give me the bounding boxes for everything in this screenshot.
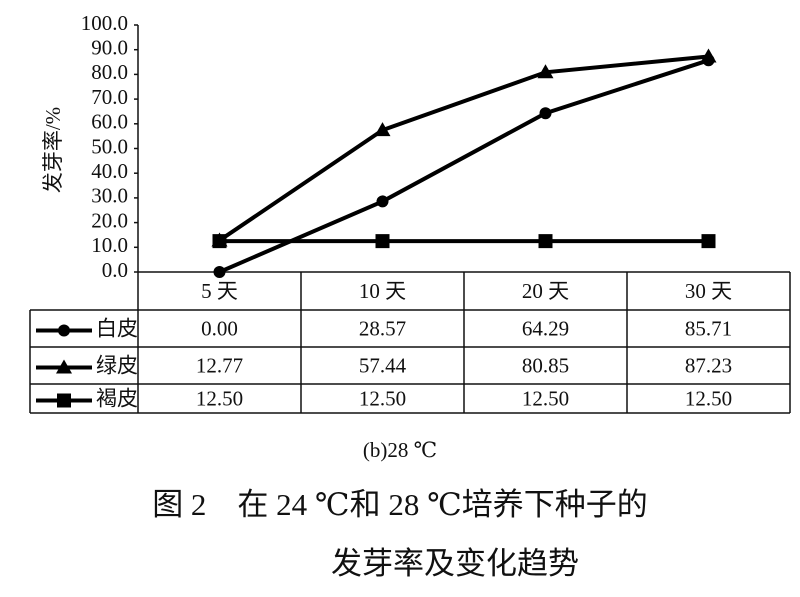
legend-marker (56, 359, 72, 374)
table-cell: 0.00 (201, 316, 238, 340)
table-cell: 57.44 (359, 353, 407, 377)
x-tick-label: 10 天 (359, 279, 406, 303)
x-tick-label: 30 天 (685, 279, 732, 303)
table-cell: 28.57 (359, 316, 406, 340)
caption-line: 图 2 在 24 ℃和 28 ℃培养下种子的 (152, 487, 648, 522)
y-axis-title: 发芽率/% (41, 107, 65, 193)
y-tick-label: 60.0 (91, 110, 128, 134)
y-tick-label: 10.0 (91, 233, 128, 257)
y-tick-label: 70.0 (91, 85, 128, 109)
table-cell: 12.77 (196, 353, 243, 377)
marker (701, 234, 716, 249)
marker (537, 64, 554, 79)
x-tick-label: 5 天 (201, 279, 238, 303)
legend-marker (57, 393, 71, 408)
table-cell: 87.23 (685, 353, 732, 377)
series-line (218, 54, 709, 243)
y-tick-label: 80.0 (91, 60, 128, 84)
y-tick-label: 20.0 (91, 208, 128, 232)
subtitle: (b)28 ℃ (363, 438, 437, 462)
marker (538, 234, 553, 249)
table-cell: 64.29 (522, 316, 569, 340)
legend-label: 褐皮 (96, 386, 138, 410)
table-cell: 12.50 (685, 386, 732, 410)
legend-label: 白皮 (96, 316, 138, 340)
table-cell: 12.50 (196, 386, 243, 410)
y-tick-label: 90.0 (91, 36, 128, 60)
x-tick-label: 20 天 (522, 279, 569, 303)
table-cell: 12.50 (359, 386, 406, 410)
table-cell: 12.50 (522, 386, 569, 410)
legend-label: 绿皮 (96, 353, 138, 377)
y-tick-label: 40.0 (91, 159, 128, 183)
y-tick-label: 100.0 (81, 11, 128, 35)
caption-line: 发芽率及变化趋势 (331, 546, 579, 581)
marker (376, 195, 389, 208)
marker (375, 234, 390, 249)
marker (374, 122, 391, 137)
y-tick-label: 30.0 (91, 184, 128, 208)
marker (213, 266, 226, 278)
y-tick-label: 0.0 (102, 258, 128, 282)
marker (700, 48, 717, 63)
marker (539, 107, 552, 120)
y-tick-label: 50.0 (91, 134, 128, 158)
table-cell: 85.71 (685, 316, 732, 340)
table-cell: 80.85 (522, 353, 569, 377)
series-line (218, 58, 710, 274)
marker (212, 234, 227, 249)
legend-marker (58, 324, 70, 337)
